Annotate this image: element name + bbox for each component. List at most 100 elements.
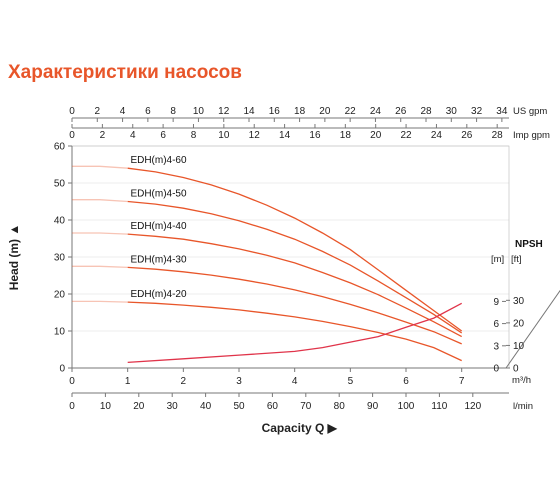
us-gpm-axis-tick-label: 6: [145, 106, 151, 117]
npsh-axis-title: NPSH: [515, 239, 543, 250]
us-gpm-axis-tick-label: 0: [69, 106, 75, 117]
imp-gpm-axis-tick-label: 6: [160, 130, 166, 141]
lmin-axis-tick-label: 50: [233, 401, 245, 412]
series-line: [127, 200, 463, 334]
us-gpm-axis-unit-label: US gpm: [513, 106, 547, 117]
x-axis-title: Capacity Q ▶: [262, 421, 338, 435]
us-gpm-axis-tick-label: 20: [319, 106, 331, 117]
us-gpm-axis-tick-label: 32: [471, 106, 483, 117]
us-gpm-axis-tick-label: 18: [294, 106, 306, 117]
imp-gpm-axis-tick-label: 22: [401, 130, 413, 141]
x-tick-label: 2: [181, 376, 187, 387]
series-line: [127, 167, 463, 332]
series-line-faded: [72, 265, 128, 269]
lmin-axis-tick-label: 80: [334, 401, 346, 412]
imp-gpm-axis-tick-label: 14: [279, 130, 291, 141]
npsh-m-tick-label: 6: [493, 319, 499, 330]
us-gpm-axis-tick-label: 24: [370, 106, 382, 117]
y-tick-label: 60: [54, 142, 66, 153]
x-tick-label: 1: [125, 376, 131, 387]
x-tick-label: 0: [69, 376, 75, 387]
lmin-axis-tick-label: 30: [167, 401, 179, 412]
us-gpm-axis-tick-label: 16: [269, 106, 281, 117]
lmin-axis-tick-label: 20: [133, 401, 145, 412]
us-gpm-axis-tick-label: 22: [345, 106, 357, 117]
series-line: [127, 233, 463, 338]
lmin-axis-tick-label: 10: [100, 401, 112, 412]
x-tick-label: 4: [292, 376, 298, 387]
npsh-ft-tick-label: 30: [513, 296, 525, 307]
npsh-axis-line: [505, 289, 560, 369]
x-unit-label: m³/h: [512, 375, 531, 386]
series-line-faded: [72, 300, 128, 303]
y-tick-label: 30: [54, 253, 66, 264]
us-gpm-axis-tick-label: 34: [496, 106, 508, 117]
grid: [72, 145, 509, 332]
x-tick-label: 6: [403, 376, 409, 387]
npsh-ft-unit: [ft]: [511, 254, 522, 265]
y-tick-label: 20: [54, 290, 66, 301]
series-line-faded: [72, 199, 128, 203]
lmin-axis-tick-label: 70: [300, 401, 312, 412]
lmin-axis-tick-label: 110: [431, 401, 447, 412]
y-tick-label: 0: [59, 364, 65, 375]
curve-series: [72, 165, 463, 364]
us-gpm-axis-tick-label: 30: [446, 106, 458, 117]
series-label: EDH(m)4-40: [130, 221, 187, 232]
imp-gpm-axis-tick-label: 4: [130, 130, 136, 141]
series-line-faded: [72, 232, 128, 235]
x-tick-label: 3: [236, 376, 242, 387]
imp-gpm-axis-tick-label: 10: [218, 130, 230, 141]
series-label: EDH(m)4-50: [130, 189, 187, 200]
series-label: EDH(m)4-30: [130, 254, 187, 265]
imp-gpm-axis-tick-label: 20: [370, 130, 382, 141]
us-gpm-axis-tick-label: 4: [120, 106, 126, 117]
y-tick-label: 50: [54, 179, 66, 190]
us-gpm-axis-tick-label: 8: [170, 106, 176, 117]
series-line: [127, 266, 462, 345]
y-axis-title: Head (m) ▲: [7, 224, 21, 291]
lmin-axis-tick-label: 90: [367, 401, 379, 412]
imp-gpm-axis-tick-label: 2: [100, 130, 106, 141]
us-gpm-axis-tick-label: 12: [218, 106, 230, 117]
us-gpm-axis-tick-label: 26: [395, 106, 407, 117]
npsh-m-unit: [m]: [491, 254, 504, 265]
lmin-axis-tick-label: 40: [200, 401, 212, 412]
x-tick-label: 7: [459, 376, 465, 387]
imp-gpm-axis-tick-label: 12: [249, 130, 261, 141]
us-gpm-axis-tick-label: 14: [243, 106, 255, 117]
npsh-m-tick-label: 0: [493, 364, 499, 375]
series-label: EDH(m)4-60: [130, 155, 187, 166]
page-title: Характеристики насосов: [8, 62, 242, 83]
npsh-m-tick-label: 9: [493, 297, 499, 308]
npsh-ft-tick-label: 20: [513, 318, 525, 329]
imp-gpm-axis-tick-label: 28: [492, 130, 504, 141]
imp-gpm-axis-tick-label: 18: [340, 130, 352, 141]
imp-gpm-axis-tick-label: 26: [461, 130, 473, 141]
imp-gpm-axis-unit-label: Imp gpm: [513, 130, 550, 141]
y-tick-label: 10: [54, 327, 66, 338]
x-tick-label: 5: [348, 376, 354, 387]
npsh-line: [127, 302, 463, 364]
lmin-axis-tick-label: 120: [464, 401, 481, 412]
lmin-axis-tick-label: 0: [69, 401, 75, 412]
us-gpm-axis-tick-label: 28: [420, 106, 432, 117]
imp-gpm-axis-tick-label: 16: [309, 130, 321, 141]
y-tick-label: 40: [54, 216, 66, 227]
npsh-ft-tick-label: 10: [513, 341, 525, 352]
us-gpm-axis-tick-label: 10: [193, 106, 205, 117]
imp-gpm-axis-tick-label: 8: [191, 130, 197, 141]
series-label: EDH(m)4-20: [130, 289, 187, 300]
npsh-ft-tick-label: 0: [513, 364, 519, 375]
lmin-axis-tick-label: 100: [398, 401, 415, 412]
series-line-faded: [72, 165, 128, 169]
lmin-axis-tick-label: 60: [267, 401, 279, 412]
imp-gpm-axis-tick-label: 0: [69, 130, 75, 141]
imp-gpm-axis-tick-label: 24: [431, 130, 443, 141]
series-line: [127, 301, 462, 362]
lmin-axis-unit-label: l/min: [513, 401, 533, 412]
curve-labels: EDH(m)4-60 EDH(m)4-50 EDH(m)4-40 EDH(m)4-30…: [130, 155, 187, 300]
us-gpm-axis-tick-label: 2: [95, 106, 101, 117]
